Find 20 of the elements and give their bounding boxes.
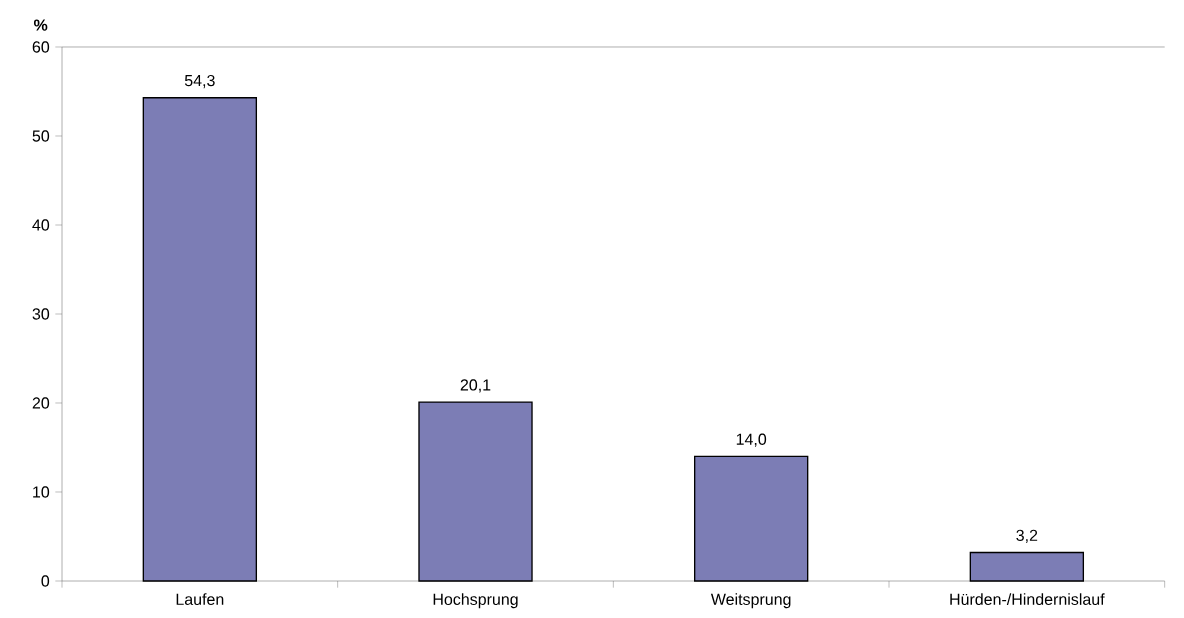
data-label: 3,2	[1016, 529, 1038, 543]
data-label: 54,3	[184, 74, 215, 89]
data-label: 20,1	[460, 379, 491, 393]
x-tick-label: Hürden-/Hindernislauf	[950, 593, 1105, 606]
data-label: 14,0	[736, 433, 767, 447]
y-tick-label: 60	[32, 41, 50, 53]
y-tick-label: 0	[41, 575, 50, 587]
x-tick-label: Weitsprung	[710, 593, 791, 609]
y-tick-label: 10	[33, 486, 50, 498]
bar	[969, 551, 1085, 582]
bar	[418, 401, 533, 582]
x-tick-label: Laufen	[176, 593, 224, 605]
bar	[142, 97, 258, 582]
bar	[693, 455, 809, 582]
y-tick-label: 30	[32, 308, 50, 320]
y-tick-label: 20	[32, 397, 50, 409]
y-tick-label: 40	[32, 219, 50, 231]
x-tick-label: Hochsprung	[433, 593, 518, 609]
y-tick-label: 50	[32, 130, 50, 142]
y-axis-title: %	[33, 19, 48, 31]
